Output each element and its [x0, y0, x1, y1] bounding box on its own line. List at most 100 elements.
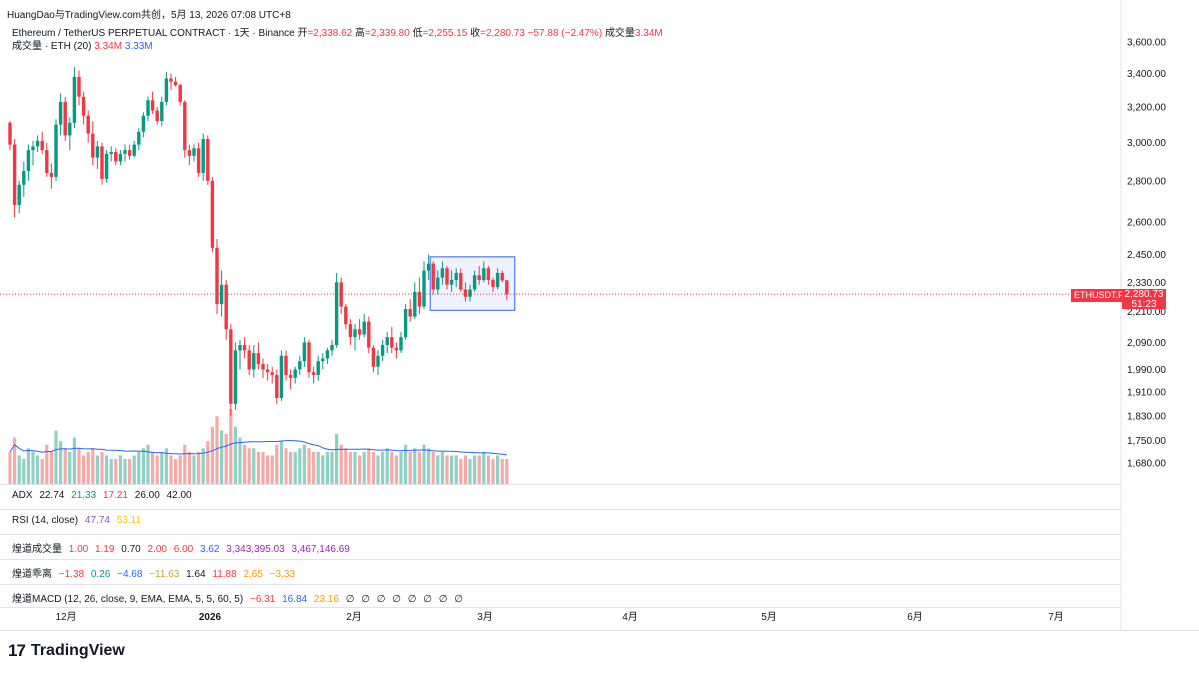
y-tick-label: 2,210.00 [1127, 307, 1166, 318]
candle-body [229, 329, 233, 404]
candle-body [160, 101, 164, 122]
volume-bar [201, 448, 205, 484]
candle-body [219, 284, 224, 305]
volume-bar [371, 451, 375, 484]
volume-bar [385, 448, 389, 484]
candle-body [114, 151, 118, 162]
volume-indicator-label[interactable]: 成交量 · ETH (20) [12, 41, 92, 52]
volume-value: 3.34M [634, 28, 663, 39]
y-tick-label: 3,000.00 [1127, 138, 1166, 149]
rsi-label[interactable]: RSI (14, close) [12, 515, 79, 526]
volume-bar [100, 451, 104, 484]
candle-body [123, 150, 127, 154]
last-price-tag: 2,280.73 51:23 [1122, 289, 1166, 310]
symbol-legend: Ethereum / TetherUS PERPETUAL CONTRACT ·… [12, 24, 663, 39]
open-value: =2,338.62 [307, 28, 353, 39]
hd-macd-value: 16.84 [282, 594, 308, 605]
volume-bar [486, 455, 490, 484]
adx-value: 21.33 [71, 490, 97, 501]
candle-body [491, 279, 495, 288]
candle-body [413, 291, 417, 317]
symbol-name[interactable]: Ethereum / TetherUS PERPETUAL CONTRACT ·… [12, 28, 295, 39]
candle-body [8, 122, 12, 145]
volume-bar [353, 451, 357, 484]
hd-volume-value: 3,343,395.03 [226, 544, 285, 555]
hd-volume-label[interactable]: 煌道成交量 [12, 544, 62, 555]
range-box [429, 256, 516, 311]
y-tick-label: 2,600.00 [1127, 217, 1166, 228]
candle-body [353, 329, 357, 338]
tradingview-brand[interactable]: 17 TradingView [8, 641, 125, 661]
volume-bar [362, 451, 366, 484]
attribution-header: HuangDao与TradingView.com共创，5月 13, 2026 0… [7, 10, 291, 21]
candle-body [252, 353, 256, 370]
candle-body [390, 337, 394, 348]
volume-bar [151, 451, 155, 484]
volume-bar [459, 459, 463, 484]
candle-body [482, 268, 486, 280]
y-tick-label: 3,200.00 [1127, 103, 1166, 114]
candle-body [146, 100, 150, 116]
hd-macd-value: ∅ [345, 594, 355, 605]
candle-body [288, 375, 293, 378]
volume-bar [123, 459, 127, 484]
volume-bar [496, 455, 500, 484]
hd-deviation-value: 0.26 [90, 569, 111, 580]
candle-body [279, 355, 284, 398]
adx-label[interactable]: ADX [12, 490, 33, 501]
candle-body [17, 184, 21, 206]
candle-body [325, 350, 330, 359]
volume-bar [72, 437, 76, 484]
x-tick-label: 2026 [199, 612, 222, 623]
volume-bar [26, 448, 30, 484]
volume-bar [82, 455, 86, 484]
candle-body [380, 345, 385, 356]
hd-volume-value: 3,467,146.69 [291, 544, 350, 555]
candle-body [367, 321, 371, 348]
candle-body [302, 342, 307, 362]
candle-body [376, 355, 380, 367]
volume-bar [256, 451, 260, 484]
bar-countdown: 51:23 [1131, 299, 1157, 310]
hd-volume-value: 2.00 [147, 544, 167, 555]
candle-body [357, 329, 362, 335]
volume-bar [105, 455, 109, 484]
volume-bar [330, 451, 334, 484]
candle-body [118, 153, 123, 162]
volume-bar [114, 459, 118, 484]
volume-bar [344, 448, 348, 484]
candle-body [242, 345, 247, 351]
y-tick-label: 3,600.00 [1127, 38, 1166, 49]
volume-bar [174, 459, 178, 484]
candle-body [344, 306, 348, 325]
volume-bar [86, 451, 90, 484]
volume-bar [252, 448, 256, 484]
rsi-value: 47.74 [84, 515, 110, 526]
adx-legend: ADX 22.74 21.33 17.21 26.00 42.00 [12, 490, 196, 501]
candle-body [477, 275, 481, 280]
volume-bar [238, 437, 242, 484]
hd-volume-value: 0.70 [121, 544, 141, 555]
candle-body [385, 337, 389, 346]
volume-bar [482, 451, 486, 484]
x-tick-label: 4月 [622, 611, 638, 623]
candle-body [77, 76, 81, 97]
volume-bar [169, 455, 173, 484]
y-tick-label: 1,990.00 [1127, 365, 1166, 376]
symbol-price-tag: ETHUSDT.P [1071, 289, 1128, 302]
candle-body [58, 101, 63, 125]
volume-bar [49, 451, 53, 484]
candle-body [26, 150, 31, 172]
hd-deviation-value: −1.38 [58, 569, 85, 580]
volume-bar [440, 451, 444, 484]
candle-body [45, 150, 49, 173]
candle-body [311, 372, 316, 376]
candle-body [371, 347, 376, 367]
hd-macd-label[interactable]: 煌道MACD (12, 26, close, 9, EMA, EMA, 5, 5… [12, 594, 244, 605]
hd-deviation-label[interactable]: 煌道乖离 [12, 569, 52, 580]
hd-macd-value: ∅ [407, 594, 417, 605]
hd-macd-value: ∅ [392, 594, 401, 605]
volume-bar [381, 451, 385, 484]
volume-bar [408, 451, 412, 484]
